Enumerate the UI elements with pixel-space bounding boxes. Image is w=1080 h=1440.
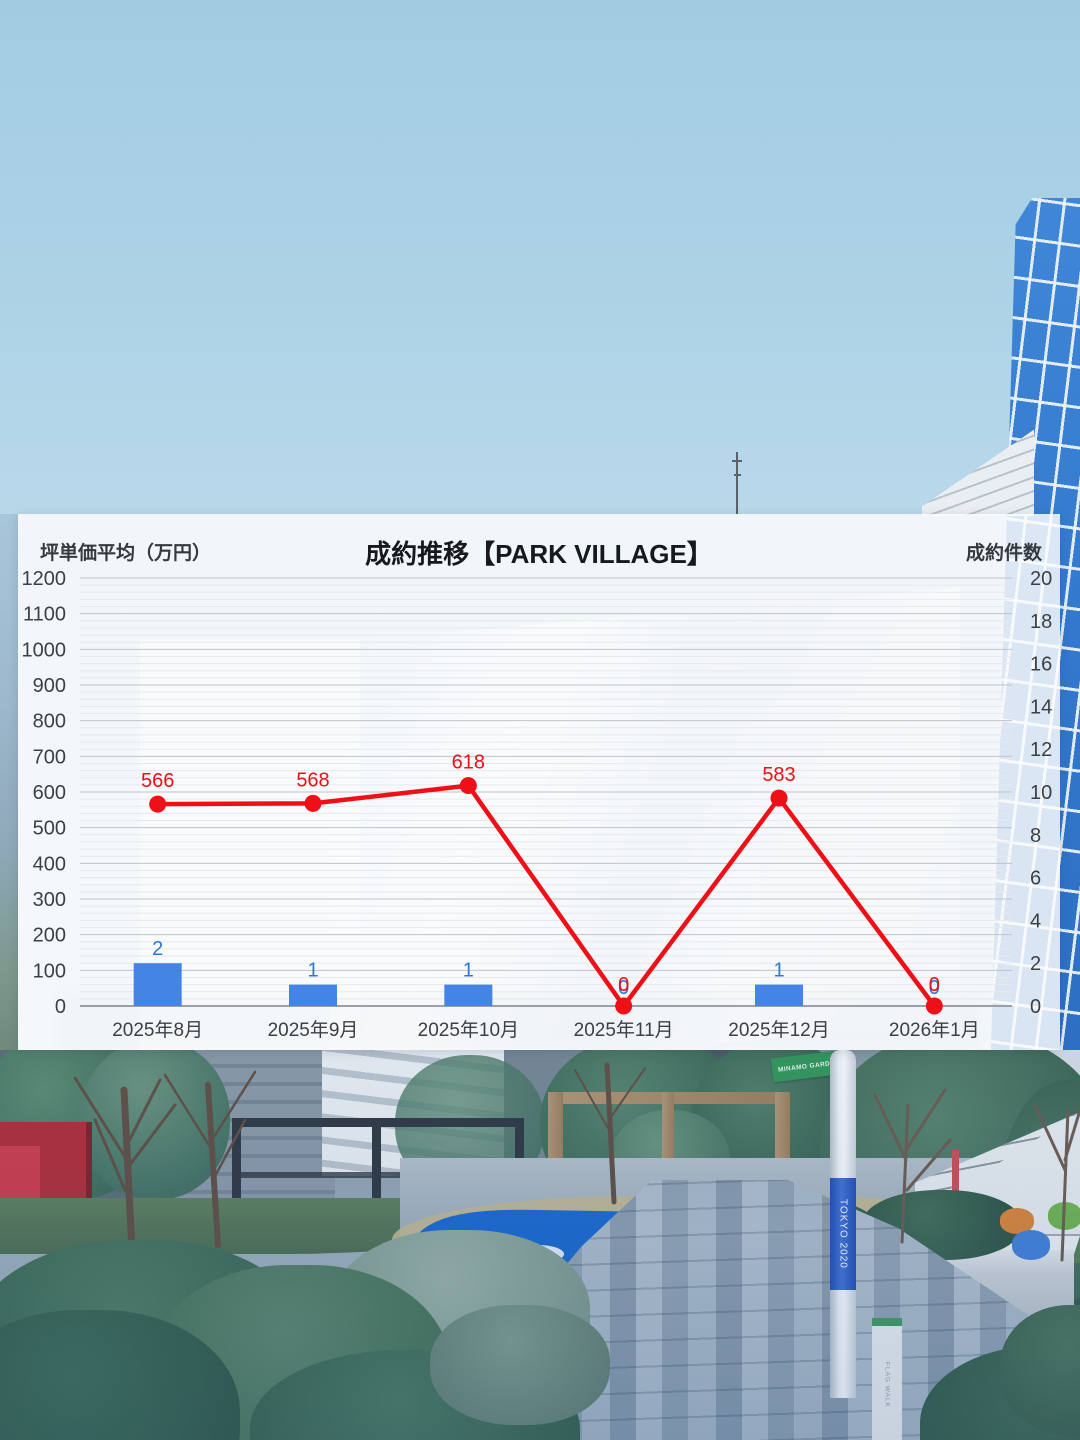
x-axis-label: 2025年8月 (112, 1019, 203, 1041)
x-axis-label: 2025年12月 (728, 1019, 829, 1041)
bar (133, 963, 182, 1006)
right-axis-tick: 4 (1030, 910, 1041, 932)
shrub (430, 1305, 610, 1425)
left-axis-title: 坪単価平均（万円） (40, 543, 212, 564)
left-axis-tick: 0 (55, 996, 66, 1018)
line-value-label: 0 (618, 974, 629, 996)
left-axis-tick: 1100 (23, 604, 66, 626)
left-edge-strip (0, 514, 18, 1050)
right-axis-tick: 12 (1030, 739, 1052, 761)
right-axis-tick: 16 (1030, 654, 1052, 676)
bar (444, 984, 493, 1006)
play-pole (952, 1150, 959, 1192)
data-point (459, 777, 477, 795)
right-axis-tick: 6 (1030, 868, 1041, 890)
data-point (770, 789, 788, 807)
bar-value-label: 2 (152, 938, 163, 960)
right-axis-tick: 20 (1030, 568, 1052, 590)
bar (289, 984, 337, 1006)
right-axis-tick: 10 (1030, 782, 1052, 804)
chart-title: 成約推移【PARK VILLAGE】 (365, 539, 713, 569)
right-axis-tick: 0 (1030, 996, 1041, 1018)
right-axis-tick: 8 (1030, 825, 1041, 847)
right-axis-tick: 18 (1030, 611, 1052, 633)
flag-walk-bollard: FLAG WALK (872, 1318, 902, 1440)
data-point (304, 794, 322, 812)
bar-value-label: 0 (929, 977, 940, 999)
bar-value-label: 1 (773, 960, 784, 982)
left-axis-tick: 600 (33, 782, 66, 804)
park-scene: MINAMO GARDEN (0, 1050, 1080, 1440)
line-value-label: 583 (762, 764, 795, 786)
line-value-label: 566 (141, 770, 174, 792)
left-axis-tick: 700 (33, 746, 66, 768)
line-value-label: 0 (929, 974, 940, 996)
left-axis-tick: 500 (33, 818, 66, 840)
left-axis-tick: 200 (33, 925, 66, 947)
left-axis-tick: 300 (33, 889, 66, 911)
left-axis-tick: 400 (33, 853, 66, 875)
panel-header: 坪単価平均（万円） 成約推移【PARK VILLAGE】 成約件数 (18, 534, 1060, 569)
antenna (732, 452, 742, 514)
data-point (615, 997, 633, 1015)
left-axis-tick: 1200 (22, 568, 67, 590)
x-axis-label: 2025年10月 (418, 1019, 519, 1041)
x-axis-label: 2025年9月 (268, 1019, 359, 1041)
bar-value-label: 0 (618, 977, 629, 999)
tokyo-2020-pole-band: TOKYO 2020 (830, 1178, 856, 1290)
bare-tree-svg (73, 1062, 1080, 1262)
left-axis-tick: 900 (33, 675, 66, 697)
play-stool (1000, 1208, 1034, 1234)
play-stool (1012, 1230, 1050, 1260)
right-axis-tick: 14 (1030, 696, 1052, 718)
pergola-post (232, 1118, 241, 1210)
left-axis-tick: 800 (33, 711, 66, 733)
left-axis-tick: 100 (33, 960, 66, 982)
trend-line (157, 783, 937, 1009)
bar-value-label: 1 (307, 960, 318, 982)
bar-value-label: 1 (463, 960, 474, 982)
bar (755, 984, 803, 1006)
line-value-label: 618 (452, 752, 485, 774)
x-axis-label: 2025年11月 (574, 1019, 674, 1041)
data-point (925, 997, 943, 1015)
pergola-post (372, 1118, 381, 1210)
chart-panel: 坪単価平均（万円） 成約推移【PARK VILLAGE】 成約件数 0 100 20… (18, 514, 1060, 1050)
trend-chart: 0100200300400500600700800900100011001200… (22, 568, 1053, 1041)
pole-label: TOKYO 2020 (837, 1199, 849, 1269)
left-axis-tick: 1000 (22, 639, 67, 661)
data-point (149, 795, 167, 813)
x-axis-label: 2026年1月 (889, 1019, 980, 1041)
bollard-label: FLAG WALK (883, 1362, 891, 1408)
right-axis-tick: 2 (1030, 953, 1041, 975)
line-value-label: 568 (296, 769, 329, 791)
right-axis-title: 成約件数 (965, 543, 1042, 564)
